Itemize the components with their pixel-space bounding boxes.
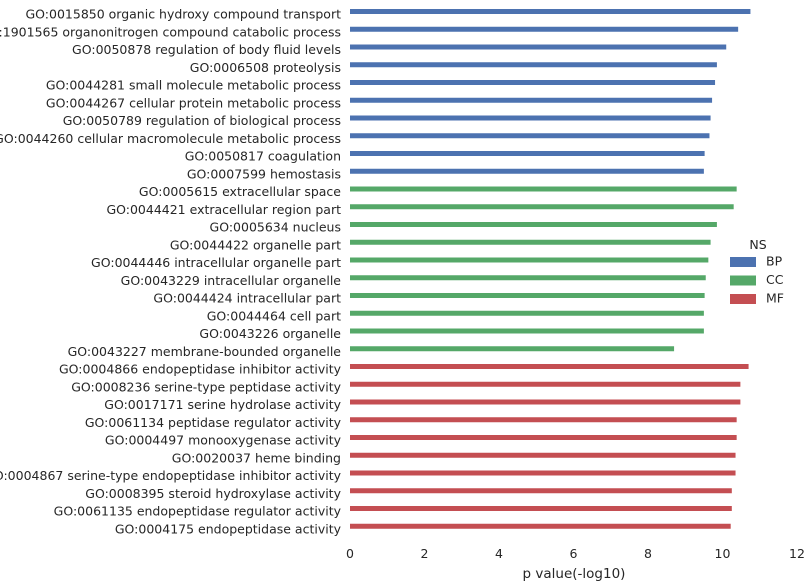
x-tick-label: 6	[570, 546, 578, 561]
bar-cc	[350, 275, 706, 281]
y-tick-label: GO:0061135 endopeptidase regulator activ…	[54, 504, 342, 519]
x-tick-label: 0	[346, 546, 354, 561]
legend-title: NS	[749, 237, 766, 252]
bar-cc	[350, 293, 705, 298]
y-tick-label: GO:0005634 nucleus	[210, 220, 341, 235]
legend-label-mf: MF	[766, 291, 784, 306]
bar-cc	[350, 186, 737, 192]
y-tick-label: GO:0050878 regulation of body fluid leve…	[72, 42, 341, 57]
bar-mf	[350, 523, 731, 529]
bar-cc	[350, 204, 734, 210]
bar-cc	[350, 310, 704, 316]
y-tick-label: GO:1901565 organonitrogen compound catab…	[0, 24, 341, 39]
legend: NS BP CC MF	[730, 237, 784, 306]
x-tick-labels: 0 2 4 6 8 10 12	[346, 546, 805, 561]
x-tick-label: 2	[421, 546, 429, 561]
y-tick-label: GO:0004175 endopeptidase activity	[115, 521, 342, 536]
bar-mf	[350, 435, 737, 440]
y-tick-label: GO:0043229 intracellular organelle	[121, 273, 342, 288]
y-tick-label: GO:0044421 extracellular region part	[106, 202, 341, 217]
bar-mf	[350, 488, 732, 494]
bar-mf	[350, 399, 741, 405]
y-tick-label: GO:0005615 extracellular space	[139, 184, 341, 199]
y-tick-label: GO:0044422 organelle part	[170, 237, 341, 252]
bar-mf	[350, 452, 736, 458]
y-tick-label: GO:0044260 cellular macromolecule metabo…	[0, 131, 341, 146]
bar-mf	[350, 364, 749, 369]
y-tick-label: GO:0050817 coagulation	[185, 149, 341, 164]
y-tick-label: GO:0015850 organic hydroxy compound tran…	[25, 7, 341, 22]
x-tick-label: 4	[495, 546, 503, 561]
y-tick-label: GO:0004866 endopeptidase inhibitor activ…	[59, 362, 342, 377]
y-tick-label: GO:0004497 monooxygenase activity	[105, 433, 342, 448]
y-tick-label: GO:0004867 serine-type endopeptidase inh…	[0, 468, 342, 483]
bar-bp	[350, 115, 711, 121]
bar-mf	[350, 506, 732, 511]
bar-cc	[350, 328, 704, 334]
y-tick-label: GO:0044281 small molecule metabolic proc…	[46, 78, 341, 93]
x-axis-title: p value(-log10)	[523, 566, 626, 582]
bar-bp	[350, 26, 739, 32]
legend-label-bp: BP	[766, 254, 783, 269]
x-tick-label: 10	[715, 546, 731, 561]
bar-mf	[350, 417, 737, 423]
y-tick-label: GO:0061134 peptidase regulator activity	[85, 415, 342, 430]
y-tick-label: GO:0050789 regulation of biological proc…	[63, 113, 341, 128]
y-tick-label: GO:0008395 steroid hydroxylase activity	[85, 486, 341, 501]
bar-bp	[350, 97, 713, 103]
x-tick-label: 12	[789, 546, 805, 561]
bar-bp	[350, 80, 716, 85]
bar-bp	[350, 168, 704, 174]
bar-cc	[350, 222, 717, 227]
bars	[350, 9, 751, 529]
bar-bp	[350, 133, 710, 139]
bar-bp	[350, 62, 717, 68]
y-tick-label: GO:0017171 serine hydrolase activity	[104, 397, 341, 412]
bar-bp	[350, 44, 727, 50]
y-tick-label: GO:0007599 hemostasis	[187, 166, 341, 181]
bar-cc	[350, 257, 709, 263]
bar-cc	[350, 346, 675, 352]
legend-swatch-bp	[730, 257, 756, 267]
legend-swatch-cc	[730, 275, 756, 286]
legend-swatch-mf	[730, 294, 756, 304]
bar-bp	[350, 151, 705, 156]
bar-cc	[350, 239, 711, 245]
x-tick-label: 8	[644, 546, 652, 561]
y-tick-label: GO:0006508 proteolysis	[190, 60, 341, 75]
y-tick-label: GO:0044464 cell part	[207, 308, 341, 323]
bar-mf	[350, 470, 736, 476]
y-tick-label: GO:0044424 intracellular part	[153, 291, 341, 306]
y-tick-label: GO:0008236 serine-type peptidase activit…	[71, 379, 341, 394]
y-tick-labels: GO:0015850 organic hydroxy compound tran…	[0, 7, 342, 537]
y-tick-label: GO:0044267 cellular protein metabolic pr…	[46, 95, 341, 110]
bar-mf	[350, 381, 741, 387]
y-tick-label: GO:0044446 intracellular organelle part	[91, 255, 341, 270]
y-tick-label: GO:0043227 membrane-bounded organelle	[68, 344, 342, 359]
y-tick-label: GO:0043226 organelle	[199, 326, 341, 341]
legend-label-cc: CC	[766, 272, 784, 287]
y-tick-label: GO:0020037 heme binding	[172, 450, 341, 465]
bar-bp	[350, 9, 751, 14]
